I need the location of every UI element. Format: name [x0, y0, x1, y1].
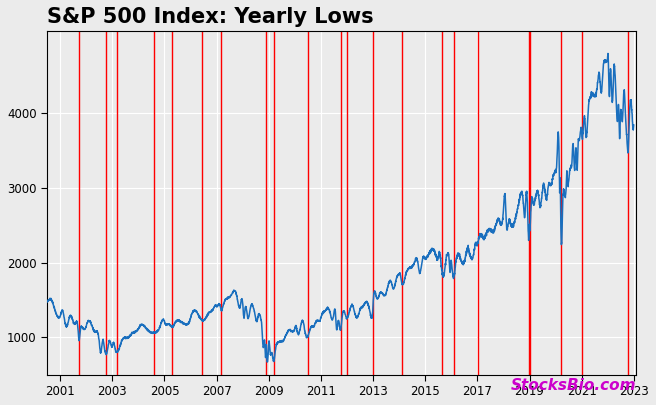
Text: StocksBio.com: StocksBio.com [511, 378, 636, 393]
Text: S&P 500 Index: Yearly Lows: S&P 500 Index: Yearly Lows [47, 7, 374, 27]
